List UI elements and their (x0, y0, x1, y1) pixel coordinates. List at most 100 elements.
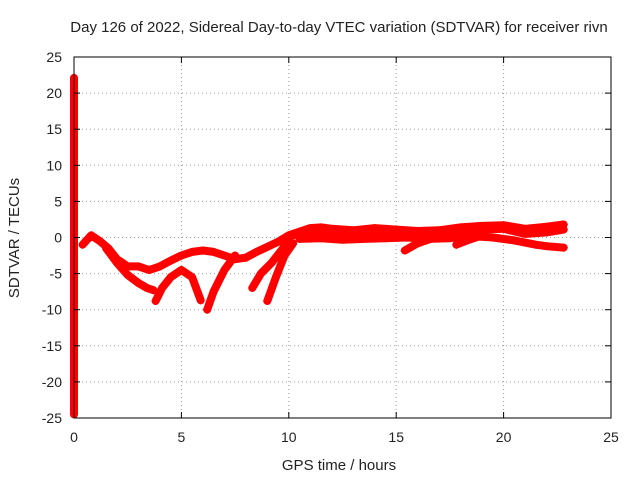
data-point (295, 227, 304, 236)
series-band (263, 239, 298, 305)
y-axis-label: SDTVAR / TECUs (6, 178, 23, 298)
data-point (177, 265, 186, 274)
series-band (203, 251, 240, 314)
y-tick-label: 25 (46, 49, 62, 65)
axis-ticks: 0 5 10 15 20 25 25 20 15 10 5 0 -5 -10 -15 -20 -25 (42, 49, 619, 445)
data-point (209, 287, 218, 296)
data-point (559, 220, 568, 229)
data-point (151, 297, 160, 306)
data-point (220, 251, 229, 260)
chart-title: Day 126 of 2022, Sidereal Day-to-day VTE… (70, 19, 607, 36)
data-point (465, 235, 474, 244)
y-tick-label: 5 (54, 193, 62, 209)
series-band (400, 232, 444, 255)
data-point (327, 224, 336, 233)
data-point (400, 246, 409, 255)
data-point (143, 284, 152, 293)
series-drop-5 (263, 239, 298, 305)
y-tick-label: 20 (46, 85, 62, 101)
data-point (488, 233, 497, 242)
y-tick-label: -15 (42, 338, 62, 354)
data-point (95, 237, 104, 246)
series-band (151, 266, 205, 305)
data-point (280, 251, 289, 260)
data-point (203, 305, 212, 314)
y-tick-label: 0 (54, 230, 62, 246)
data-point (134, 262, 143, 271)
y-tick-label: 15 (46, 121, 62, 137)
data-point (256, 269, 265, 278)
y-tick-label: -25 (42, 410, 62, 426)
data-point (295, 234, 304, 243)
data-point (510, 236, 519, 245)
x-tick-label: 25 (603, 429, 619, 445)
x-axis-label: GPS time / hours (282, 457, 396, 474)
data-point (381, 234, 390, 243)
data-point (317, 234, 326, 243)
data-point (521, 224, 530, 233)
data-point (241, 253, 250, 262)
data-point (145, 265, 154, 274)
data-point (271, 273, 280, 282)
data-point (112, 258, 121, 267)
data-point (317, 223, 326, 232)
data-point (220, 265, 229, 274)
data-point (370, 224, 379, 233)
data-point (188, 273, 197, 282)
y-tick-label: -10 (42, 302, 62, 318)
data-point (274, 237, 283, 246)
data-point (134, 278, 143, 287)
data-point (452, 240, 461, 249)
data-point (542, 222, 551, 231)
data-point (87, 231, 96, 240)
data-point (359, 234, 368, 243)
x-tick-label: 15 (388, 429, 404, 445)
data-point (166, 256, 175, 265)
series-drop-2 (151, 266, 205, 305)
data-point (456, 223, 465, 232)
data-point (435, 232, 444, 241)
y-tick-label: 10 (46, 157, 62, 173)
data-point (149, 286, 158, 295)
data-point (338, 235, 347, 244)
data-point (155, 262, 164, 271)
data-point (196, 296, 205, 305)
x-tick-label: 5 (178, 429, 186, 445)
data-point (542, 242, 551, 251)
data-point (123, 271, 132, 280)
data-point (78, 240, 87, 249)
data-point (248, 284, 257, 293)
series-drop-3 (203, 251, 240, 314)
data-point (499, 221, 508, 230)
data-point (413, 239, 422, 248)
x-tick-label: 20 (496, 429, 512, 445)
data-point (267, 258, 276, 267)
data-point (263, 297, 272, 306)
data-point (478, 221, 487, 230)
data-point (478, 231, 487, 240)
data-point (413, 227, 422, 236)
data-point (392, 225, 401, 234)
data-point (445, 234, 454, 243)
data-point (289, 239, 298, 248)
data-point (402, 233, 411, 242)
x-tick-label: 0 (70, 429, 78, 445)
y-tick-label: -20 (42, 374, 62, 390)
data-point (426, 234, 435, 243)
data-point (559, 243, 568, 252)
series-drop-6 (400, 232, 444, 255)
data-point (231, 251, 240, 260)
data-point (531, 240, 540, 249)
data-point (349, 226, 358, 235)
data-point (102, 244, 111, 253)
data-point (188, 247, 197, 256)
data-point (252, 247, 261, 256)
data-point (198, 246, 207, 255)
data-point (209, 247, 218, 256)
data-point (158, 284, 167, 293)
data-point (177, 251, 186, 260)
y-tick-label: -5 (50, 266, 63, 282)
data-point (263, 242, 272, 251)
x-tick-label: 10 (281, 429, 297, 445)
